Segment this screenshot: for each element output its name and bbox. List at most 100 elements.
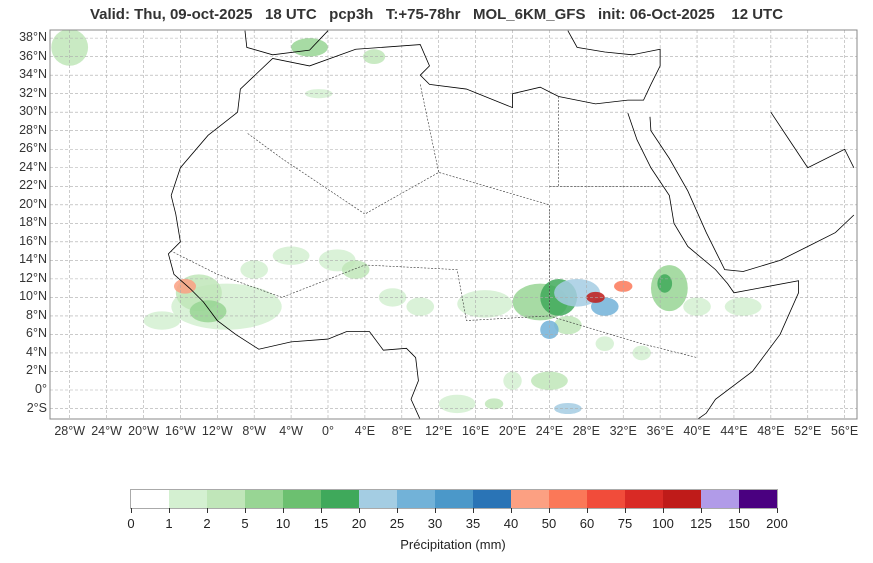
lon-label: 8°W [242,424,267,438]
colorbar-tick-label: 1 [165,516,173,531]
colorbar-tick [359,508,360,513]
colorbar-swatch [283,490,321,508]
colorbar-tick-label: 5 [241,516,249,531]
lat-label: 34°N [19,67,47,82]
rain-cell [143,311,181,330]
lon-label: 24°E [535,424,564,438]
rain-cell [173,278,197,294]
colorbar-tick [131,508,132,513]
lon-label: 12°E [425,424,453,438]
colorbar-tick [245,508,246,513]
lat-label: 26°N [19,141,47,156]
colorbar-swatch [321,490,359,508]
colorbar-tick-label: 20 [351,516,367,531]
colorbar-tick [473,508,474,513]
colorbar-tick [207,508,208,513]
lat-label: 14°N [19,252,47,267]
coastline [244,30,329,56]
colorbar-swatch [207,490,245,508]
lat-label: 22°N [19,178,47,193]
colorbar-tick-label: 150 [728,516,750,531]
coastline [649,116,855,272]
colorbar-tick [549,508,550,513]
country-border [419,84,440,173]
rain-cell [189,300,227,323]
map-title: Valid: Thu, 09-oct-2025 18 UTC pcp3h T:+… [89,6,784,23]
colorbar-tick [397,508,398,513]
colorbar [130,489,778,509]
lat-label: 24°N [19,159,47,174]
lat-label: 2°N [26,363,47,378]
country-border [171,133,550,321]
lat-label: 32°N [19,85,47,100]
lon-label: 16°E [461,424,490,438]
lat-label: 10°N [19,289,47,304]
colorbar-swatch [625,490,663,508]
colorbar-tick [511,508,512,513]
lon-label: 0° [322,424,334,438]
lon-label: 16°W [165,424,196,438]
lon-label: 44°E [720,424,748,438]
lon-label: 20°E [498,424,527,438]
lat-label: 28°N [19,122,47,137]
colorbar-swatch [435,490,473,508]
colorbar-label: Précipitation (mm) [400,537,506,552]
lat-label: 38°N [19,30,47,45]
colorbar-tick [663,508,664,513]
lon-label: 36°E [646,424,674,438]
coastline [770,111,855,169]
colorbar-tick [169,508,170,513]
colorbar-tick-label: 0 [127,516,135,531]
rain-cell [406,297,435,316]
lon-label: 24°W [91,424,122,438]
rain-cell [240,260,268,279]
colorbar-tick-label: 15 [313,516,329,531]
colorbar-tick-label: 50 [541,516,557,531]
lon-label: 8°E [391,424,412,438]
colorbar-tick [777,508,778,513]
rain-cell [291,38,328,57]
colorbar-tick-label: 60 [579,516,595,531]
lon-label: 28°E [572,424,600,438]
colorbar-tick-label: 10 [275,516,291,531]
colorbar-swatch [587,490,625,508]
lat-label: 30°N [19,104,47,119]
lat-label: 36°N [19,48,47,63]
rain-cell [363,49,386,64]
lon-label: 48°E [757,424,785,438]
lon-label: 56°E [831,424,859,438]
lat-label: 12°N [19,270,47,285]
colorbar-tick [587,508,588,513]
colorbar-tick-label: 100 [652,516,674,531]
colorbar-swatch [663,490,701,508]
rain-cell [304,89,333,99]
colorbar-swatch [359,490,397,508]
colorbar-tick [701,508,702,513]
colorbar-tick-label: 200 [766,516,788,531]
lon-label: 28°W [54,424,86,438]
colorbar-tick-label: 30 [427,516,443,531]
map-frame [49,29,858,420]
colorbar-swatch [511,490,549,508]
rain-cell [484,398,504,410]
colorbar-swatch [701,490,739,508]
rain-cell [724,297,762,316]
colorbar-swatch [245,490,283,508]
colorbar-swatch [473,490,511,508]
colorbar-tick-label: 75 [617,516,633,531]
colorbar-tick [321,508,322,513]
lon-label: 40°E [683,424,711,438]
lon-label: 12°W [201,424,233,438]
lat-label: 2°S [26,400,47,415]
lat-label: 8°N [26,307,47,322]
colorbar-swatch [739,490,777,508]
rain-cell [657,274,673,293]
colorbar-swatch [549,490,587,508]
lon-label: 4°W [279,424,303,438]
lon-label: 32°E [609,424,637,438]
colorbar-swatch [397,490,435,508]
colorbar-tick-label: 2 [203,516,211,531]
colorbar-tick-label: 35 [465,516,481,531]
lat-label: 0° [35,382,47,396]
coastline [170,30,661,196]
